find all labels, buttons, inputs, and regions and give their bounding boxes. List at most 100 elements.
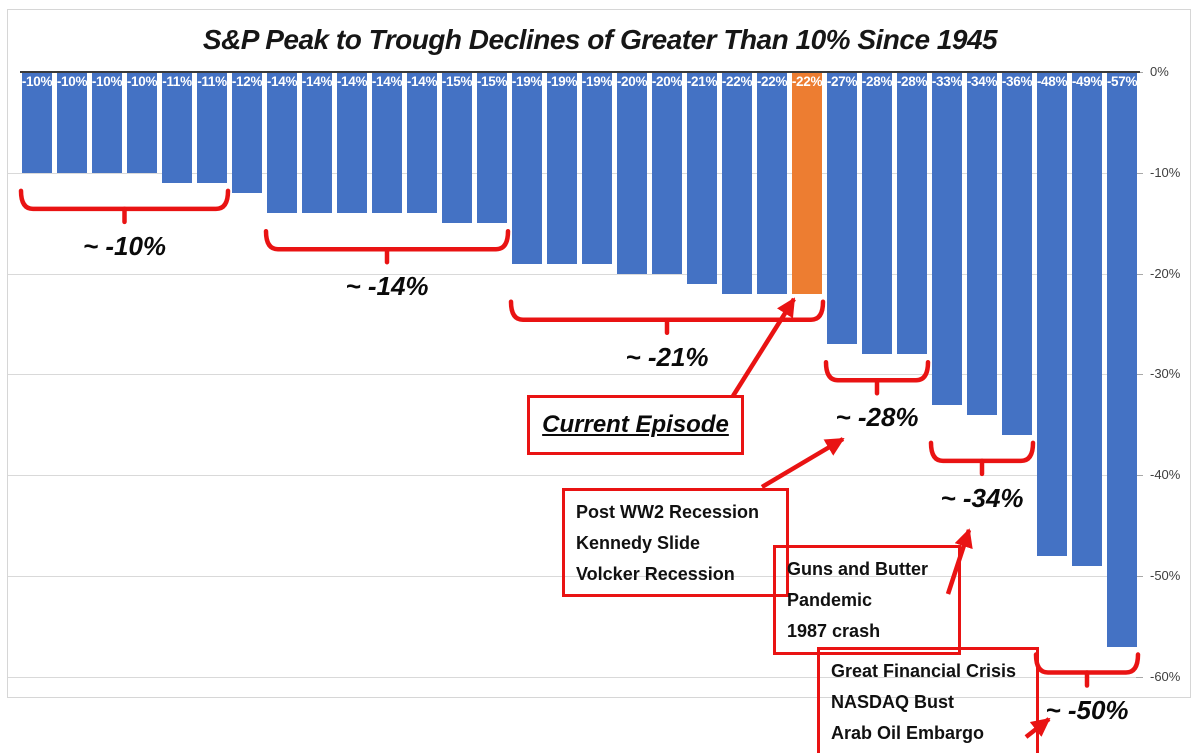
bar-value-label: -11% [197, 74, 227, 89]
axis-tick [1136, 475, 1143, 477]
bar: -10% [22, 72, 52, 173]
gridline [8, 273, 1143, 275]
bar: -22% [722, 72, 752, 294]
bar: -15% [477, 72, 507, 223]
axis-tick [1136, 273, 1143, 275]
y-axis-label: 0% [1150, 64, 1169, 79]
bar: -10% [127, 72, 157, 173]
bar: -15% [442, 72, 472, 223]
annotation-box-gfc: Great Financial Crisis NASDAQ Bust Arab Oi… [817, 647, 1039, 753]
bar-value-label: -19% [546, 74, 578, 89]
bar-value-label: -19% [511, 74, 543, 89]
bar: -10% [92, 72, 122, 173]
bar: -14% [407, 72, 437, 213]
bar-value-label: -11% [162, 74, 192, 89]
group-average-label: ~ -14% [345, 271, 429, 302]
bar-value-label: -22% [791, 74, 823, 89]
annotation-line: NASDAQ Bust [831, 692, 955, 712]
bar: -20% [652, 72, 682, 274]
annotation-box-post-ww2: Post WW2 Recession Kennedy Slide Volcker R… [562, 488, 789, 597]
bar-value-label: -48% [1036, 74, 1068, 89]
annotation-line: Great Financial Crisis [831, 661, 1017, 681]
bar-value-label: -15% [441, 74, 473, 89]
bar: -57% [1107, 72, 1137, 647]
bar: -10% [57, 72, 87, 173]
chart-frame [7, 9, 1191, 698]
bar-value-label: -12% [231, 74, 263, 89]
gridline [8, 374, 1143, 376]
bar-value-label: -22% [756, 74, 788, 89]
axis-tick [1136, 676, 1143, 678]
annotation-box-guns-butter: Guns and Butter Pandemic 1987 crash [773, 545, 961, 655]
bar: -14% [302, 72, 332, 213]
gridline [8, 576, 1143, 577]
bar-value-label: -36% [1001, 74, 1033, 89]
bar-value-label: -34% [966, 74, 998, 89]
bar-value-label: -33% [931, 74, 963, 89]
bar: -14% [267, 72, 297, 213]
bar-value-label: -28% [896, 74, 928, 89]
bar: -11% [162, 72, 192, 183]
bar-value-label: -14% [266, 74, 298, 89]
gridline [8, 475, 1143, 477]
chart-title: S&P Peak to Trough Declines of Greater T… [202, 24, 998, 55]
bar-value-label: -10% [126, 74, 158, 89]
bar: -12% [232, 72, 262, 193]
annotation-line: 1987 crash [787, 621, 881, 641]
bar: -34% [967, 72, 997, 415]
group-average-label: ~ -21% [625, 341, 709, 372]
axis-tick [1136, 172, 1143, 174]
bar-value-label: -15% [476, 74, 508, 89]
bar-value-label: -22% [721, 74, 753, 89]
current-episode-box: Current Episode [527, 395, 744, 455]
y-axis-label: -20% [1150, 265, 1181, 281]
bar: -19% [582, 72, 612, 264]
axis-tick [1136, 374, 1143, 376]
current-episode-label: Current Episode [542, 411, 729, 438]
bar: -19% [512, 72, 542, 264]
bar: -48% [1037, 72, 1067, 556]
bar: -21% [687, 72, 717, 284]
bar: -27% [827, 72, 857, 344]
bar-value-label: -14% [371, 74, 403, 89]
bar: -14% [372, 72, 402, 213]
y-axis-label: -50% [1150, 568, 1181, 583]
bar-value-label: -19% [581, 74, 613, 89]
group-average-label: ~ -28% [835, 402, 919, 433]
annotation-line: Pandemic [787, 590, 873, 610]
bar-value-label: -10% [56, 74, 88, 89]
bar-value-label: -49% [1071, 74, 1103, 89]
bar-value-label: -14% [336, 74, 368, 89]
bar: -33% [932, 72, 962, 405]
group-average-label: ~ -34% [940, 482, 1024, 513]
bar: -36% [1002, 72, 1032, 435]
bar: -49% [1072, 72, 1102, 566]
y-axis-label: -40% [1150, 467, 1181, 483]
bar-value-label: -20% [651, 74, 683, 89]
bar-value-label: -28% [861, 74, 893, 89]
bar-value-label: -14% [406, 74, 438, 89]
gridline [8, 676, 1143, 678]
bar-value-label: -10% [21, 74, 53, 89]
group-average-label: ~ -50% [1045, 694, 1129, 725]
bar: -20% [617, 72, 647, 274]
bar: -14% [337, 72, 367, 213]
annotation-line: Kennedy Slide [576, 533, 701, 553]
bar-value-label: -20% [616, 74, 648, 89]
bar-current-episode: -22% [792, 72, 822, 294]
zero-axis-line [20, 71, 1140, 73]
bar: -28% [862, 72, 892, 354]
bar-value-label: -21% [686, 74, 718, 89]
bar-value-label: -27% [826, 74, 858, 89]
bar: -28% [897, 72, 927, 354]
bar: -22% [757, 72, 787, 294]
group-average-label: ~ -10% [82, 230, 167, 261]
annotation-line: Arab Oil Embargo [831, 723, 985, 743]
bar-value-label: -10% [91, 74, 123, 89]
bar: -11% [197, 72, 227, 183]
bar-value-label: -14% [301, 74, 333, 89]
annotation-line: Volcker Recession [576, 564, 735, 584]
axis-tick [1136, 576, 1143, 577]
annotation-line: Post WW2 Recession [576, 502, 760, 522]
